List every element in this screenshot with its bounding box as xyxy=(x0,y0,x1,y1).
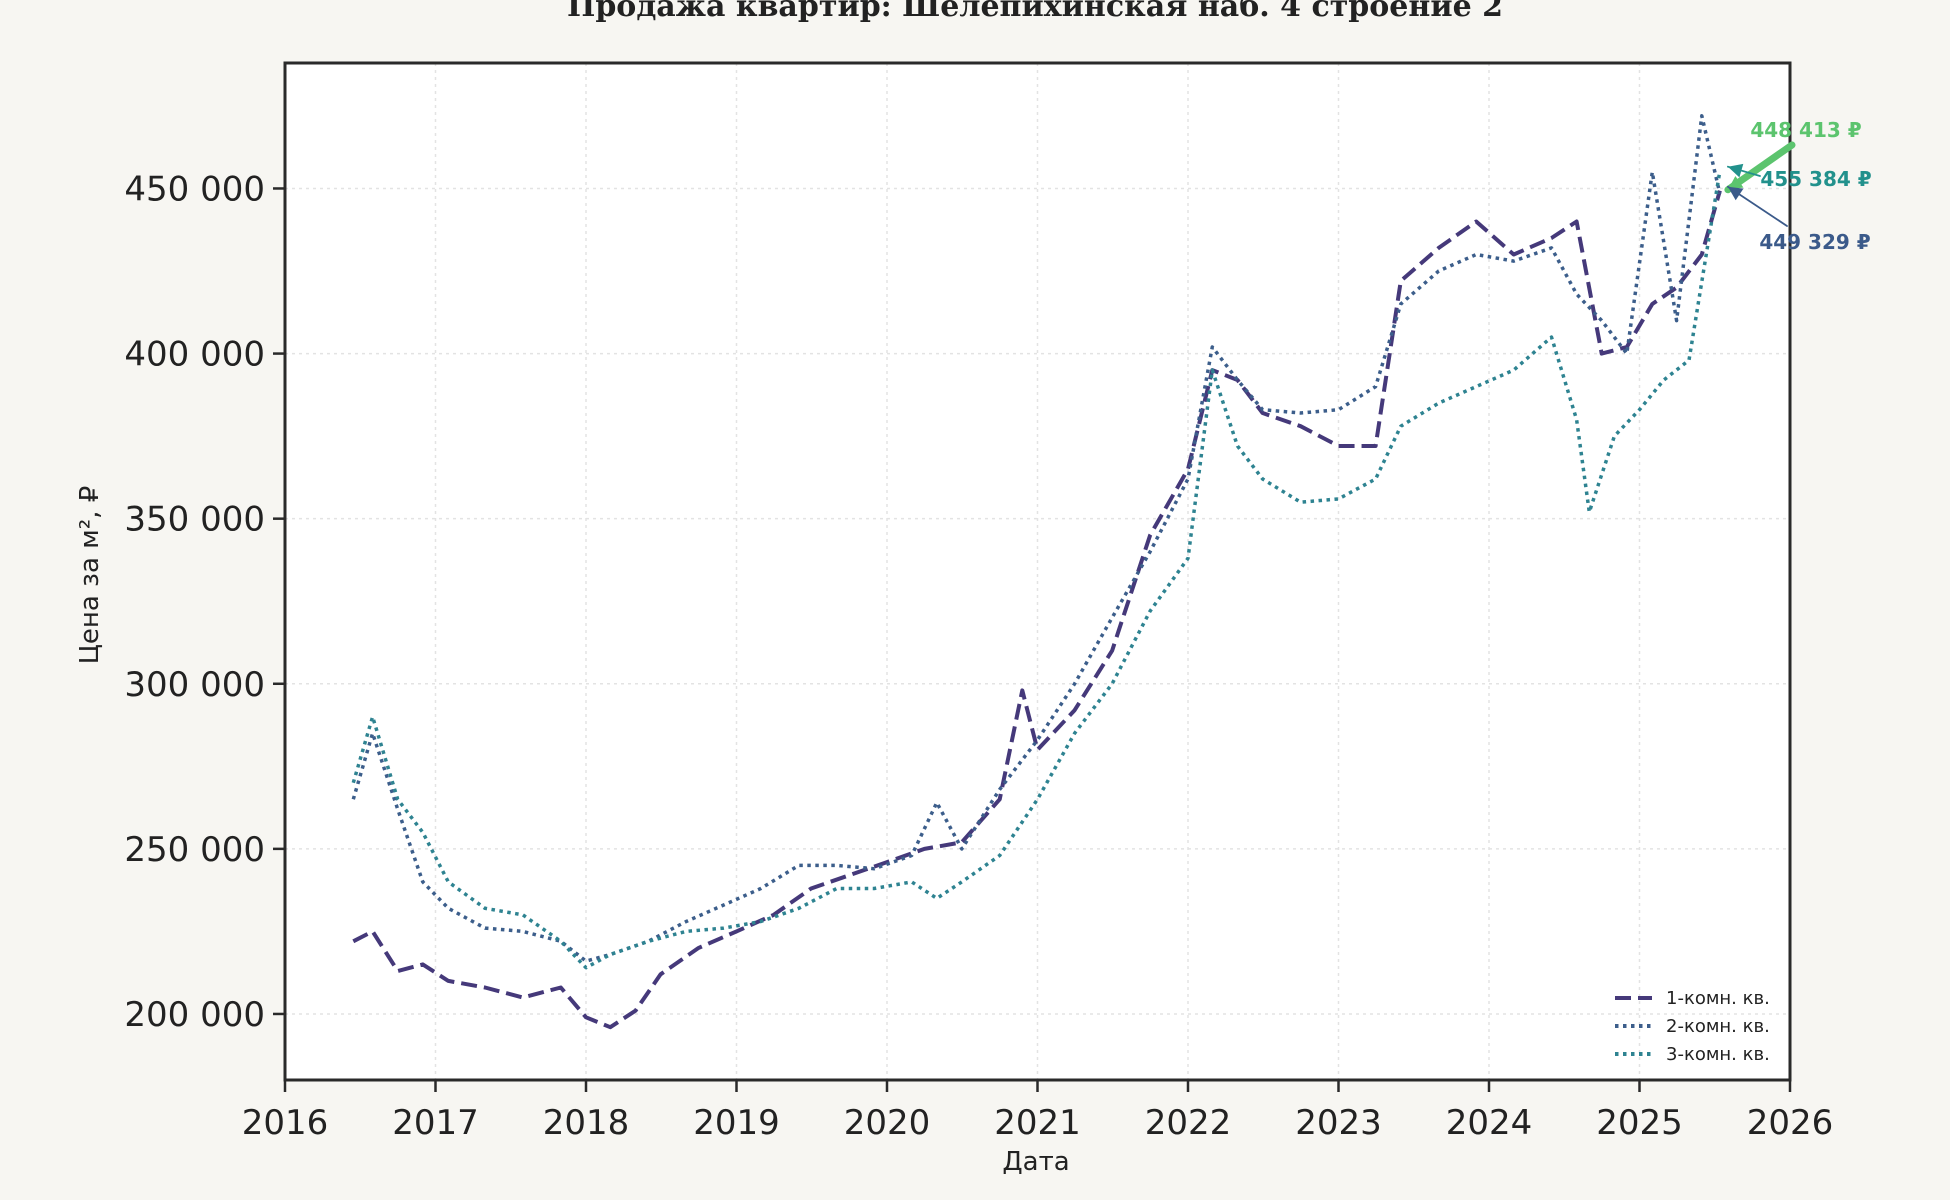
x-axis-label: Дата xyxy=(1002,1147,1069,1177)
legend: 1-комн. кв. 2-комн. кв. 3-комн. кв. xyxy=(1615,988,1770,1065)
y-tick-label: 200 000 xyxy=(124,995,265,1035)
x-tick-label: 2025 xyxy=(1596,1103,1683,1143)
x-axis: 2016 2017 2018 2019 2020 2021 2022 2023 2024 2025… xyxy=(242,1080,1834,1143)
y-tick-label: 350 000 xyxy=(124,500,265,540)
legend-label: 1-комн. кв. xyxy=(1666,988,1770,1009)
legend-label: 2-комн. кв. xyxy=(1666,1016,1770,1037)
x-tick-label: 2017 xyxy=(392,1103,479,1143)
annotations: 448 413 ₽ 455 384 ₽ 449 329 ₽ xyxy=(1724,118,1872,254)
chart-title: Продажа квартир: Шелепихинская наб. 4 ст… xyxy=(567,0,1503,24)
y-tick-label: 400 000 xyxy=(124,335,265,375)
x-tick-label: 2021 xyxy=(994,1103,1081,1143)
x-tick-label: 2022 xyxy=(1145,1103,1232,1143)
x-tick-label: 2019 xyxy=(693,1103,780,1143)
annotation-label: 449 329 ₽ xyxy=(1759,230,1870,254)
y-tick-label: 250 000 xyxy=(124,830,265,870)
annotation-label: 448 413 ₽ xyxy=(1750,118,1861,142)
annotation-label: 455 384 ₽ xyxy=(1760,167,1871,191)
x-tick-label: 2023 xyxy=(1295,1103,1382,1143)
series-line-1 xyxy=(352,190,1722,1030)
legend-label: 3-комн. кв. xyxy=(1666,1044,1770,1065)
y-axis-label: Цена за м², ₽ xyxy=(75,486,105,665)
x-tick-label: 2024 xyxy=(1446,1103,1533,1143)
y-tick-label: 450 000 xyxy=(124,169,265,209)
y-tick-label: 300 000 xyxy=(124,665,265,705)
x-tick-label: 2018 xyxy=(543,1103,630,1143)
x-tick-label: 2016 xyxy=(242,1103,329,1143)
annotation-arrowhead xyxy=(1727,186,1744,201)
x-tick-label: 2020 xyxy=(844,1103,931,1143)
grid-lines xyxy=(284,63,1791,1080)
annotation-arrowhead xyxy=(1727,175,1744,190)
annotation-arrowhead xyxy=(1727,163,1744,178)
plot-area xyxy=(285,63,1790,1080)
x-tick-label: 2026 xyxy=(1747,1103,1834,1143)
series-line-3 xyxy=(351,170,1722,970)
series-layer xyxy=(351,114,1722,1030)
y-axis: 200 000 250 000 300 000 350 000 400 000 450 0… xyxy=(124,169,285,1035)
